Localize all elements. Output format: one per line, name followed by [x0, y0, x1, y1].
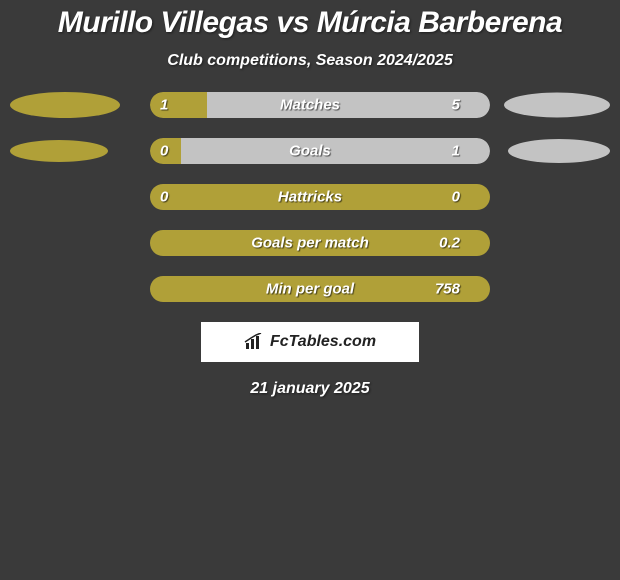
stat-label: Goals — [289, 143, 331, 160]
stat-value-right: 0.2 — [439, 235, 460, 252]
stat-bar-left — [150, 92, 207, 118]
stat-row: Goals per match 0.2 — [10, 230, 610, 256]
stat-value-left: 1 — [160, 97, 168, 114]
date-label: 21 january 2025 — [0, 380, 620, 398]
stat-row: Goals 0 1 — [10, 138, 610, 164]
stat-value-left: 0 — [160, 143, 168, 160]
stat-label: Min per goal — [266, 281, 354, 298]
stat-label: Goals per match — [251, 235, 369, 252]
stat-value-right: 5 — [452, 97, 460, 114]
stat-bar-right — [207, 92, 490, 118]
stat-value-right: 1 — [452, 143, 460, 160]
page-title: Murillo Villegas vs Múrcia Barberena — [0, 0, 620, 40]
player2-ellipse — [508, 139, 610, 163]
player1-ellipse — [10, 92, 120, 118]
stats-comparison: Matches 1 5 Goals 0 1 Hattricks 0 0 Goals per mat… — [0, 92, 620, 302]
player2-ellipse — [504, 93, 610, 118]
stat-row: Hattricks 0 0 — [10, 184, 610, 210]
stat-label: Hattricks — [278, 189, 342, 206]
branding-text: FcTables.com — [270, 333, 376, 351]
player1-ellipse — [10, 140, 108, 162]
stat-value-left: 0 — [160, 189, 168, 206]
stat-value-right: 0 — [452, 189, 460, 206]
stat-row: Min per goal 758 — [10, 276, 610, 302]
stat-value-right: 758 — [435, 281, 460, 298]
branding-box: FcTables.com — [201, 322, 419, 362]
stat-bar-right — [181, 138, 490, 164]
bar-chart-icon — [244, 333, 266, 351]
stat-row: Matches 1 5 — [10, 92, 610, 118]
subtitle: Club competitions, Season 2024/2025 — [0, 52, 620, 70]
stat-label: Matches — [280, 97, 340, 114]
